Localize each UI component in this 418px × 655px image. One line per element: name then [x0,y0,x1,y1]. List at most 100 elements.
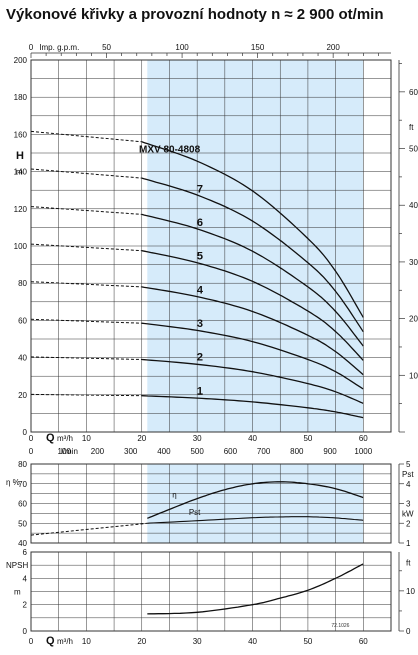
eta-tick-label: 80 [18,460,27,469]
head-curve-2 [141,358,364,404]
top-tick-label: 150 [251,43,265,52]
head-curve-8 [141,141,364,318]
npsh-x-tick-label: 60 [359,637,368,646]
top-tick-label: 200 [326,43,340,52]
y-axis-label: H [16,150,24,162]
curve-dashed-6 [30,206,142,215]
y-tick-label: 100 [14,242,28,251]
y-tick-label: 180 [14,93,28,102]
x-tick-label: 0 [29,434,34,443]
pst-tick-label: 1 [406,539,411,548]
x2-tick-label: 600 [224,447,238,456]
x-tick-label: 50 [303,434,312,443]
y-axis-unit: m [16,168,23,177]
top-axis-label: Imp. g.p.m. [39,43,79,52]
x2-tick-label: 900 [323,447,337,456]
npsh-curve [147,563,364,615]
eta-axis-label: η % [6,478,20,487]
y-tick-label: 80 [18,279,27,288]
x2-tick-label: 100 [58,447,72,456]
y2-axis-unit: ft [409,123,414,132]
pst-tick-label: 2 [406,519,411,528]
power-curve-dashed [30,522,148,536]
plot-frame [30,59,392,433]
y2-tick-label: 100 [409,371,418,380]
y2-tick-label: 600 [409,88,418,97]
npsh-x-tick-label: 20 [137,637,146,646]
npsh-x-axis-unit: m³/h [57,637,73,646]
curve-label-7: 7 [197,183,203,195]
npsh-x-tick-label: 40 [248,637,257,646]
curve-label-1: 1 [197,385,203,397]
eta-curve-label: η [172,491,176,500]
npsh-axis-unit: m [14,588,21,597]
y2-tick-label: 200 [409,315,418,324]
top-tick-label: 50 [102,43,111,52]
npsh-ft-unit: ft [406,559,411,568]
head-curve-3 [141,322,364,390]
x2-tick-label: 400 [157,447,171,456]
model-label: MXV 80-4808 [139,144,201,155]
x-axis-label: Q [46,432,55,444]
y-tick-label: 40 [18,354,27,363]
pst-axis-unit: kW [402,509,414,518]
eta-tick-label: 60 [18,500,27,509]
y-tick-label: 140 [14,168,28,177]
y-tick-label: 200 [14,56,28,65]
x2-tick-label: 700 [257,447,271,456]
npsh-axis-label: NPSH [6,561,28,570]
y2-tick-label: 500 [409,145,418,154]
x2-tick-label: 1000 [354,447,372,456]
head-curve-7 [141,177,364,333]
pst-curve-label: Pst [189,508,201,517]
curve-dashed-1 [30,393,142,397]
pst-tick-label: 4 [406,480,411,489]
y-tick-label: 0 [23,428,28,437]
x2-tick-label: 500 [190,447,204,456]
chart-title: Výkonové křivky a provozní hodnoty n ≈ 2… [6,6,384,23]
npsh-tick-label: 4 [23,574,28,583]
footnote-code: 72.1026 [331,623,349,629]
plot-frame-3 [30,551,392,632]
npsh-x-tick-label: 10 [82,637,91,646]
plot-frame-2 [30,463,392,544]
x-tick-label: 30 [193,434,202,443]
eta-tick-label: 40 [18,539,27,548]
npsh-x-tick-label: 30 [193,637,202,646]
y2-tick-label: 400 [409,201,418,210]
head-curve-5 [141,250,364,361]
curve-dashed-5 [30,243,142,252]
x-tick-label: 10 [82,434,91,443]
top-tick-label: 0 [29,43,34,52]
x2-tick-label: 300 [124,447,138,456]
npsh-tick-label: 6 [23,548,28,557]
curve-label-3: 3 [197,318,203,330]
npsh-tick-label: 0 [23,627,28,636]
y-tick-label: 120 [14,205,28,214]
top-tick-label: 100 [175,43,189,52]
npsh-ft-tick-label: 10 [406,587,415,596]
y-tick-label: 160 [14,130,28,139]
x2-tick-label: 200 [91,447,105,456]
curve-dashed-7 [30,168,142,179]
x-tick-label: 60 [359,434,368,443]
npsh-ft-tick-label: 0 [406,627,411,636]
x2-axis-unit: l/min [61,447,78,456]
x2-tick-label: 800 [290,447,304,456]
power-curve [147,516,364,524]
pst-tick-label: 5 [406,460,411,469]
pst-tick-label: 3 [406,500,411,509]
curve-dashed-3 [30,318,142,324]
y-tick-label: 60 [18,316,27,325]
eta-tick-label: 70 [18,480,27,489]
y-tick-label: 20 [18,391,27,400]
head-curve-4 [141,286,364,376]
curve-label-6: 6 [197,217,203,229]
npsh-x-axis-label: Q [46,635,55,647]
curve-label-4: 4 [197,284,204,296]
curve-label-2: 2 [197,352,203,364]
npsh-tick-label: 2 [23,601,28,610]
x2-tick-label: 0 [29,447,34,456]
